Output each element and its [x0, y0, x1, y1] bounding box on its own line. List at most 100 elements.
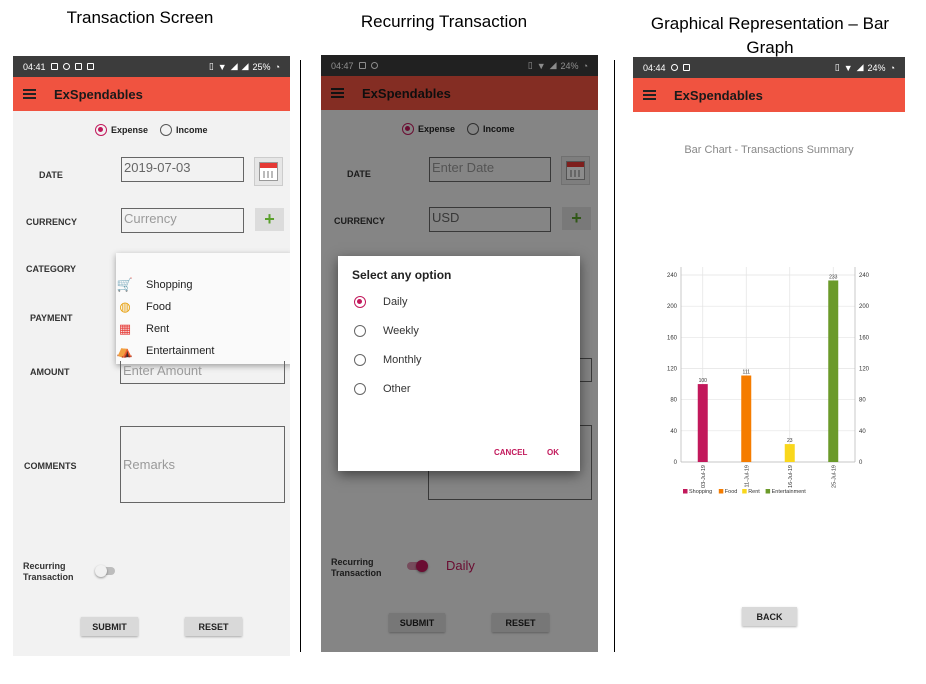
cancel-button[interactable]: CANCEL: [494, 448, 528, 457]
y-tick-label-right: 240: [859, 273, 870, 279]
legend-swatch: [718, 489, 724, 494]
option-label: Monthly: [383, 354, 422, 366]
status-bar: 04:44 ▯ ▼ ◢ 24% ◔: [633, 57, 905, 78]
category-option-shopping[interactable]: 🛒 Shopping: [116, 277, 193, 293]
payment-label: PAYMENT: [30, 313, 73, 323]
image-icon: [358, 62, 366, 69]
recurring-toggle[interactable]: [95, 564, 117, 578]
submit-button[interactable]: SUBMIT: [389, 613, 445, 632]
y-tick-label-right: 120: [859, 367, 870, 373]
menu-icon[interactable]: [331, 88, 344, 98]
bar-entertainment: [828, 280, 839, 462]
battery-icon: ◔: [274, 61, 280, 72]
device-icon: [682, 64, 690, 71]
option-weekly[interactable]: Weekly: [354, 325, 419, 337]
category-option-rent[interactable]: ▦ Rent: [116, 321, 169, 337]
ok-button[interactable]: OK: [547, 448, 559, 457]
legend-swatch: [683, 489, 688, 494]
option-label: Daily: [383, 296, 408, 308]
recurring-label-line: Transaction: [331, 568, 382, 578]
battery-level: 25%: [252, 61, 271, 72]
recurring-transaction-screen: 04:47 ▯ ▼ ◢ 24% ◔ ExSpendables Expense I…: [321, 55, 598, 652]
reset-button[interactable]: RESET: [492, 613, 549, 632]
menu-icon[interactable]: [643, 90, 656, 100]
income-radio[interactable]: Income: [467, 123, 515, 135]
currency-field[interactable]: USD: [429, 207, 551, 232]
bar-data-label: 100: [699, 378, 708, 384]
alarm-icon: [62, 63, 70, 70]
recurring-toggle[interactable]: [407, 559, 429, 573]
x-tick-label: 11-Jul-19: [744, 465, 750, 488]
y-tick-label-left: 40: [670, 429, 677, 435]
option-daily[interactable]: Daily: [354, 296, 407, 308]
status-bar: 04:47 ▯ ▼ ◢ 24% ◔: [321, 55, 598, 76]
laptop-icon: [86, 63, 94, 70]
vibrate-icon: ▯: [208, 61, 214, 71]
x-tick-label: 16-Jul-19: [788, 465, 794, 488]
caption-recurring-transaction: Recurring Transaction: [360, 12, 528, 31]
chart-title: Bar Chart - Transactions Summary: [684, 144, 854, 156]
option-other[interactable]: Other: [354, 383, 411, 395]
income-radio[interactable]: Income: [160, 124, 208, 136]
recurring-frequency-value: Daily: [446, 558, 475, 573]
battery-level: 24%: [867, 62, 886, 73]
battery-icon: ◔: [889, 62, 895, 73]
reset-button[interactable]: RESET: [185, 617, 242, 636]
remarks-field[interactable]: Remarks: [120, 426, 285, 503]
calendar-button[interactable]: [254, 157, 283, 186]
status-bar: 04:41 ▯ ▼ ◢ ◢ 25% ◔: [13, 56, 290, 77]
battery-level: 24%: [560, 60, 579, 71]
signal-icon: ◢: [549, 60, 557, 70]
category-option-label: Entertainment: [146, 345, 215, 357]
submit-button[interactable]: SUBMIT: [81, 617, 138, 636]
category-label: CATEGORY: [26, 264, 77, 274]
option-monthly[interactable]: Monthly: [354, 354, 422, 366]
expense-radio[interactable]: Expense: [402, 123, 455, 135]
y-tick-label-right: 80: [859, 398, 866, 404]
bar-rent: [784, 444, 795, 462]
bar-graph-screen: 04:44 ▯ ▼ ◢ 24% ◔ ExSpendables Bar Chart…: [633, 57, 905, 648]
legend-swatch: [765, 489, 771, 494]
category-option-entertainment[interactable]: ⛺ Entertainment: [116, 343, 215, 359]
alarm-icon: [370, 62, 378, 69]
y-tick-label-right: 200: [859, 304, 870, 310]
date-field[interactable]: Enter Date: [429, 157, 551, 182]
currency-field[interactable]: Currency: [121, 208, 244, 233]
date-field[interactable]: 2019-07-03: [121, 157, 244, 182]
calendar-button[interactable]: [561, 156, 590, 185]
toggle-knob: [95, 565, 107, 577]
legend-label: Food: [725, 489, 738, 495]
add-currency-button[interactable]: +: [255, 208, 284, 231]
radio-selected-icon: [354, 296, 366, 308]
category-option-food[interactable]: ◍ Food: [116, 299, 171, 315]
recurring-label-line: Recurring: [331, 557, 374, 567]
alarm-icon: [670, 64, 678, 71]
menu-icon[interactable]: [23, 89, 36, 99]
battery-icon: ◔: [582, 60, 588, 71]
app-title: ExSpendables: [362, 85, 451, 101]
add-currency-button[interactable]: +: [562, 207, 591, 230]
amount-field[interactable]: Enter Amount: [120, 361, 285, 384]
app-bar: ExSpendables: [321, 76, 598, 110]
x-tick-label: 03-Jul-19: [701, 465, 707, 488]
y-tick-label-right: 0: [859, 460, 863, 466]
bar-shopping: [697, 384, 708, 462]
device-icon: [74, 63, 82, 70]
bar-chart: 0 0 40 40 80 80 120 120 160 160 200 200 240 240 100 03-…: [667, 267, 870, 495]
expense-radio[interactable]: Expense: [95, 124, 148, 136]
frequency-dialog: Select any option Daily Weekly Monthly O…: [338, 256, 580, 471]
legend-label: Rent: [748, 489, 760, 495]
back-button[interactable]: BACK: [742, 607, 797, 626]
wifi-icon: ▼: [843, 62, 853, 73]
recurring-label: Recurring Transaction: [23, 561, 74, 583]
bar-data-label: 111: [742, 370, 750, 376]
y-tick-label-right: 160: [859, 335, 870, 341]
bar-food: [741, 375, 752, 462]
radio-unselected-icon: [354, 383, 366, 395]
transaction-screen: 04:41 ▯ ▼ ◢ ◢ 25% ◔ ExSpendables Expense…: [13, 56, 290, 656]
category-option-label: Food: [146, 301, 172, 313]
app-bar: ExSpendables: [13, 77, 290, 111]
radio-unselected-icon: [354, 325, 366, 337]
radio-unselected-icon: [160, 124, 172, 136]
date-label: DATE: [347, 169, 371, 179]
